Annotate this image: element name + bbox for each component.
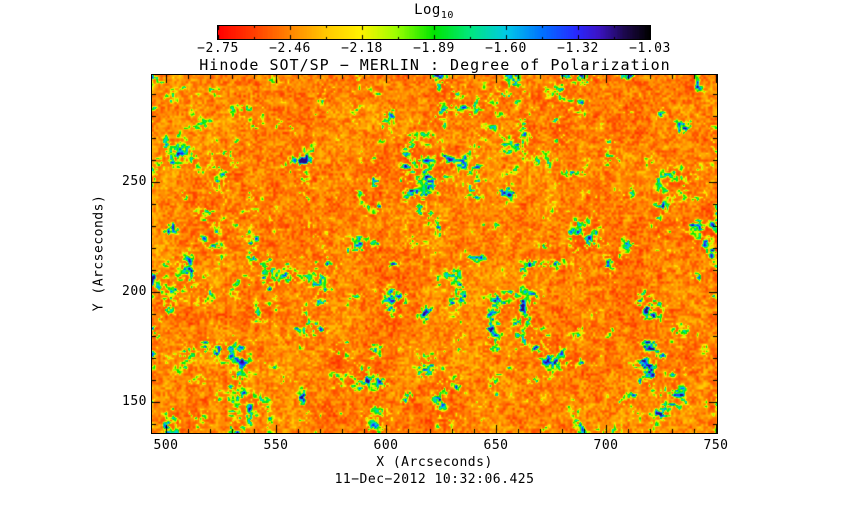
colorbar-title-subscript: 10 [440,9,454,21]
x-tick-label: 600 [373,438,399,453]
colorbar-title: Log10 [217,2,651,21]
colorbar-tick-label: −1.03 [629,41,671,56]
x-tick-label: 650 [483,438,509,453]
date-annotation: 11−Dec−2012 10:32:06.425 [334,472,535,487]
x-tick-label: 700 [593,438,619,453]
colorbar-tick-label: −1.60 [485,41,527,56]
colorbar [217,25,651,40]
colorbar-tick-label: −2.46 [269,41,311,56]
x-tick-label: 500 [153,438,179,453]
heatmap-image [152,75,717,433]
colorbar-tick-label: −2.75 [197,41,239,56]
y-tick-label: 150 [122,394,147,409]
y-axis-label: Y (Arcseconds) [91,194,107,312]
colorbar-tick-label: −2.18 [341,41,383,56]
x-axis-label: X (Arcseconds) [376,455,493,470]
y-tick-label: 250 [122,174,147,189]
heatmap-plot-area [151,74,718,434]
plot-title: Hinode SOT/SP − MERLIN : Degree of Polar… [199,56,671,74]
x-tick-label: 750 [703,438,729,453]
x-tick-label: 550 [263,438,289,453]
colorbar-tick-label: −1.32 [557,41,599,56]
colorbar-gradient [218,26,650,39]
colorbar-title-text: Log [414,2,441,18]
colorbar-tick-label: −1.89 [413,41,455,56]
y-tick-label: 200 [122,284,147,299]
